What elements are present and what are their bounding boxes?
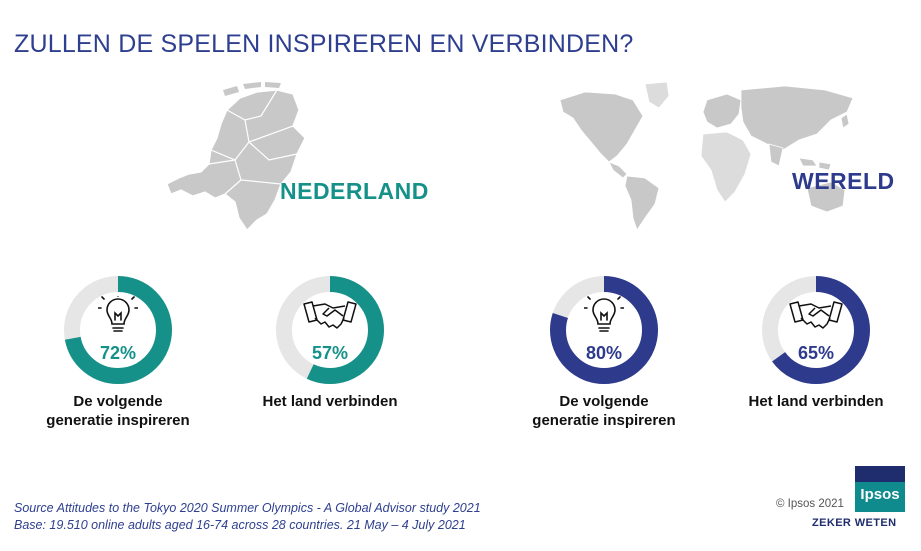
donut-chart-nl-inspire: 72% <box>62 274 174 386</box>
donut-chart-world-inspire: 80% <box>548 274 660 386</box>
donut-arc <box>276 276 384 384</box>
handshake-icon <box>303 301 357 329</box>
caption-line: generatie inspireren <box>46 412 190 429</box>
donut-arc <box>762 276 870 384</box>
lightbulb-icon <box>584 296 624 332</box>
copyright: © Ipsos 2021 <box>776 498 844 510</box>
source-line: Source Attitudes to the Tokyo 2020 Summe… <box>14 501 481 515</box>
caption-line: De volgende <box>559 393 649 410</box>
donut-percent-label: 72% <box>99 343 137 363</box>
donut-arc <box>64 276 172 384</box>
source-note: Source Attitudes to the Tokyo 2020 Summe… <box>14 500 481 534</box>
caption-world-inspire: De volgende generatie inspireren <box>494 392 714 430</box>
donut-chart-world-connect: 65% <box>760 274 872 386</box>
netherlands-map <box>166 82 306 231</box>
caption-line: generatie inspireren <box>532 412 676 429</box>
world-map <box>559 81 854 231</box>
logo-text: Ipsos <box>860 486 899 503</box>
page-title: ZULLEN DE SPELEN INSPIREREN EN VERBINDEN… <box>14 30 634 58</box>
caption-nl-inspire: De volgende generatie inspireren <box>8 392 228 430</box>
tagline: ZEKER WETEN <box>812 517 897 529</box>
donut-percent-label: 65% <box>797 343 835 363</box>
base-line: Base: 19.510 online adults aged 16-74 ac… <box>14 518 466 532</box>
lightbulb-icon <box>98 296 138 332</box>
caption-nl-connect: Het land verbinden <box>220 392 440 411</box>
donut-percent-label: 57% <box>311 343 349 363</box>
donut-percent-label: 80% <box>585 343 623 363</box>
donut-arc <box>550 276 658 384</box>
handshake-icon <box>789 301 843 329</box>
caption-line: De volgende <box>73 393 163 410</box>
region-label-nederland: NEDERLAND <box>280 178 429 204</box>
caption-line: Het land verbinden <box>748 393 884 410</box>
ipsos-logo: Ipsos <box>855 466 905 512</box>
donut-chart-nl-connect: 57% <box>274 274 386 386</box>
region-label-wereld: WERELD <box>792 168 895 194</box>
caption-line: Het land verbinden <box>262 393 398 410</box>
caption-world-connect: Het land verbinden <box>706 392 921 411</box>
